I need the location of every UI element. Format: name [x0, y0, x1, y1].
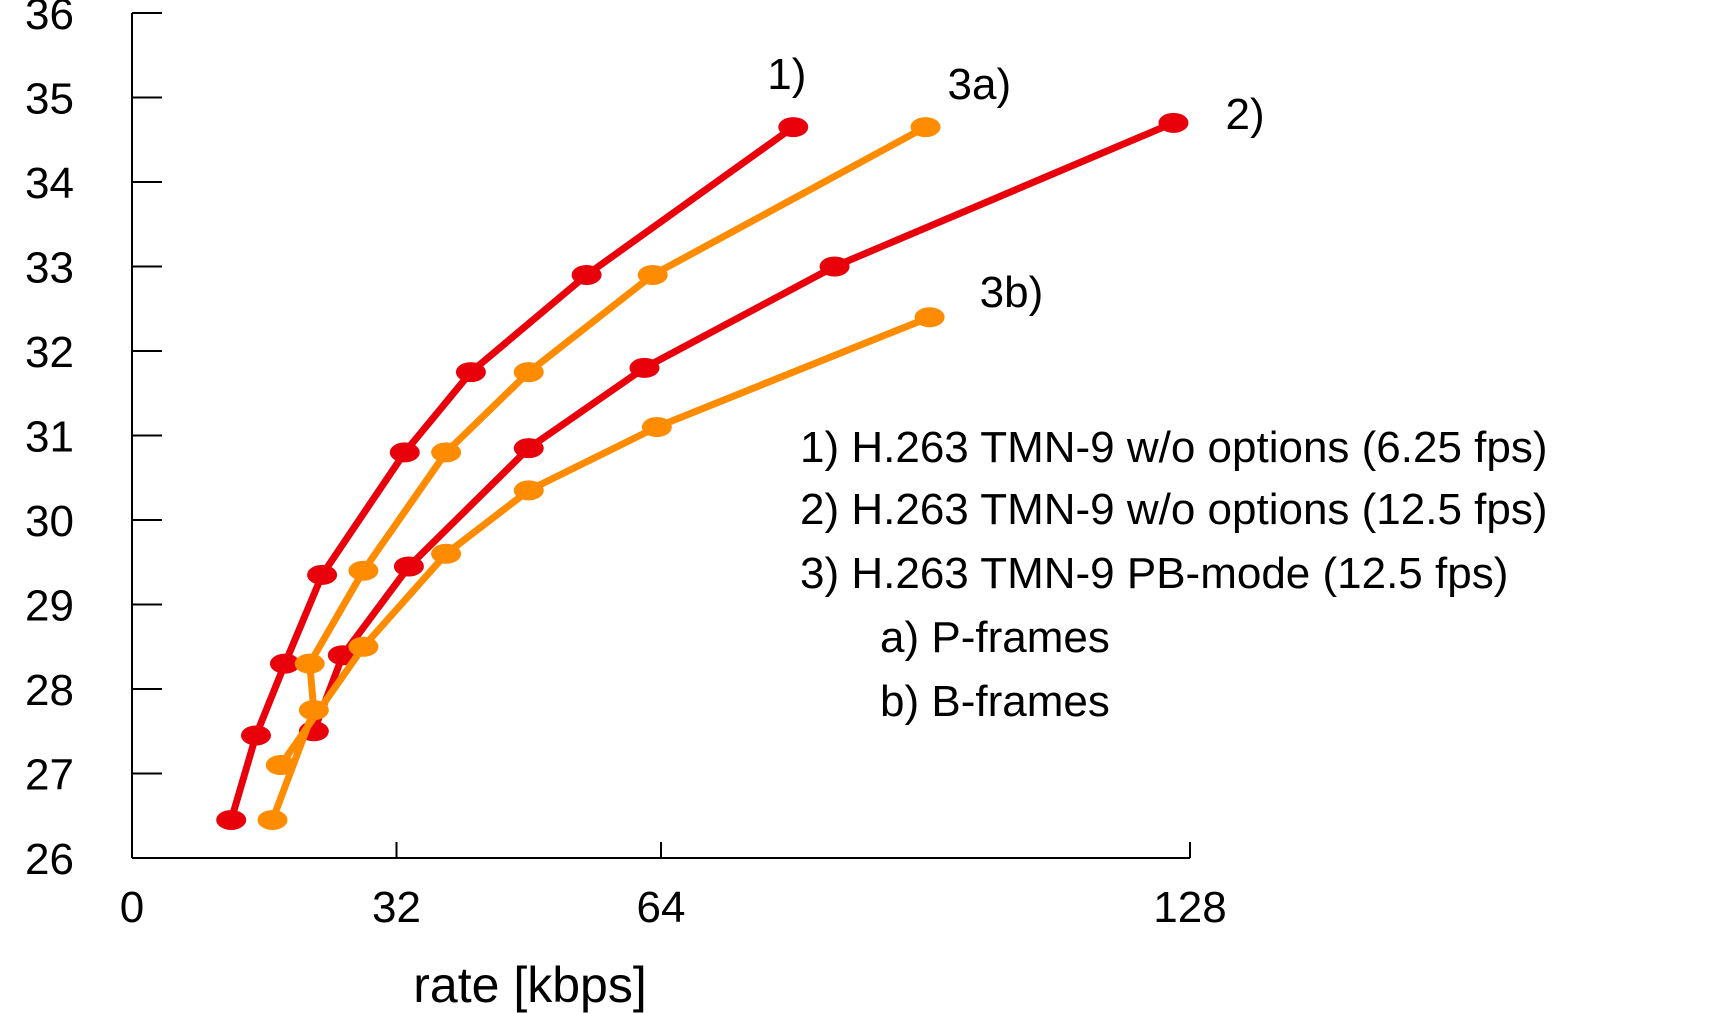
x-ticks: 0 32 64 128 — [120, 842, 1227, 932]
legend-line-5: b) B-frames — [880, 677, 1110, 726]
series-4 — [265, 307, 945, 776]
series-3 — [257, 117, 941, 830]
data-point — [637, 264, 668, 285]
data-point — [240, 725, 271, 746]
y-tick-label: 27 — [25, 751, 74, 800]
x-tick-label: 0 — [120, 883, 144, 932]
data-point — [348, 636, 379, 657]
legend-line-1: 1) H.263 TMN-9 w/o options (6.25 fps) — [800, 423, 1548, 472]
series-line — [269, 123, 928, 822]
y-tick-label: 26 — [25, 835, 74, 884]
y-tick-label: 36 — [25, 0, 74, 39]
curve-label: 3b) — [980, 268, 1044, 317]
curve-label: 1) — [767, 50, 806, 99]
data-point — [431, 543, 462, 564]
data-point — [1158, 112, 1189, 133]
y-tick-label: 29 — [25, 582, 74, 631]
legend-line-3: 3) H.263 TMN-9 PB-mode (12.5 fps) — [800, 549, 1508, 598]
data-point — [629, 357, 660, 378]
legend: 1) H.263 TMN-9 w/o options (6.25 fps) 2)… — [800, 423, 1548, 726]
x-tick-label: 32 — [372, 883, 421, 932]
curve-label: 2) — [1225, 90, 1264, 139]
data-point — [819, 256, 850, 277]
data-point — [910, 117, 941, 138]
data-point — [571, 264, 602, 285]
curve-label: 3a) — [948, 60, 1012, 109]
y-tick-label: 35 — [25, 75, 74, 124]
y-tick-label: 30 — [25, 497, 74, 546]
y-ticks: 26 27 28 29 30 31 32 33 34 35 36 — [25, 0, 162, 884]
legend-line-2: 2) H.263 TMN-9 w/o options (12.5 fps) — [800, 485, 1548, 534]
data-point — [257, 809, 288, 830]
data-point — [389, 442, 420, 463]
series-1 — [216, 117, 809, 830]
y-tick-label: 33 — [25, 244, 74, 293]
data-point — [269, 653, 300, 674]
x-tick-label: 64 — [637, 883, 686, 932]
x-axis-title: rate [kbps] — [413, 957, 646, 1013]
y-tick-label: 32 — [25, 328, 74, 377]
data-point — [455, 362, 486, 383]
data-point — [914, 307, 945, 328]
y-tick-label: 31 — [25, 413, 74, 462]
series-layer — [216, 112, 1189, 830]
series-2 — [298, 112, 1189, 742]
data-point — [265, 755, 296, 776]
x-tick-label: 128 — [1153, 883, 1226, 932]
data-point — [513, 438, 544, 459]
data-point — [513, 362, 544, 383]
series-line — [227, 124, 796, 821]
data-point — [307, 564, 338, 585]
data-point — [294, 653, 325, 674]
data-point — [641, 417, 672, 438]
data-point — [216, 809, 247, 830]
y-tick-label: 34 — [25, 159, 74, 208]
y-tick-label: 28 — [25, 666, 74, 715]
series-line — [277, 313, 931, 768]
data-point — [513, 480, 544, 501]
data-point — [393, 556, 424, 577]
legend-line-4: a) P-frames — [880, 613, 1110, 662]
data-point — [778, 117, 809, 138]
curve-labels: 1) 2) 3a) 3b) — [767, 50, 1264, 317]
data-point — [348, 560, 379, 581]
data-point — [431, 442, 462, 463]
